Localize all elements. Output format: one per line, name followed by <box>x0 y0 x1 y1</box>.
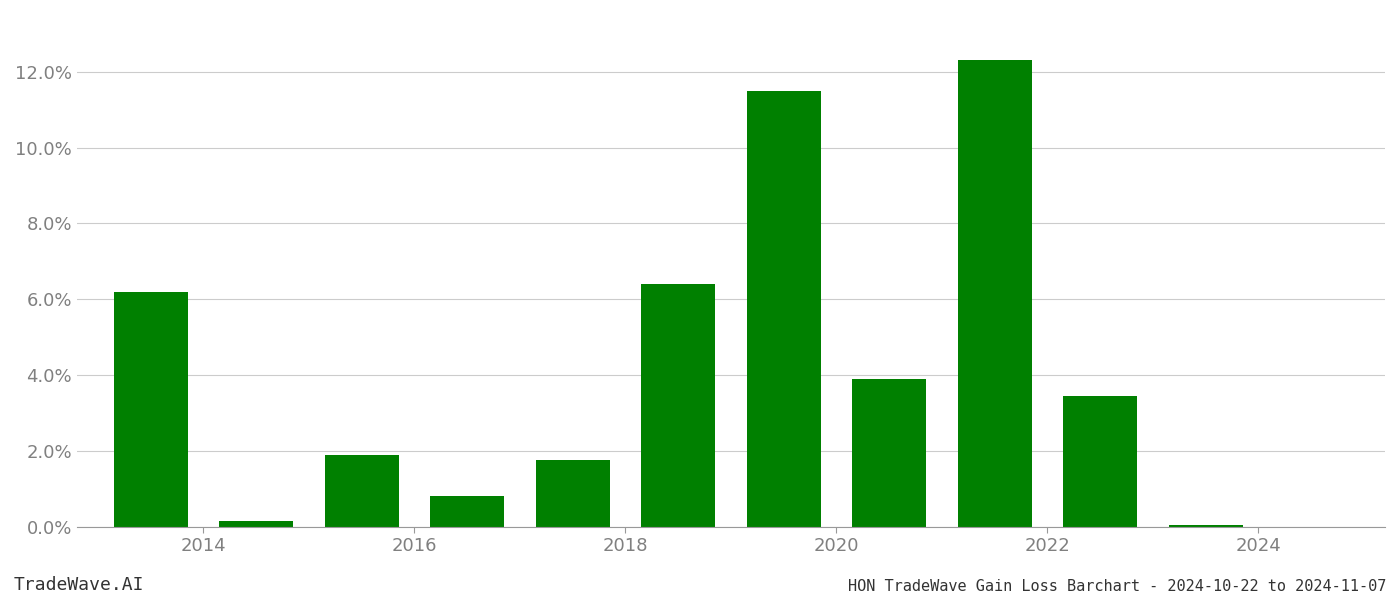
Text: HON TradeWave Gain Loss Barchart - 2024-10-22 to 2024-11-07: HON TradeWave Gain Loss Barchart - 2024-… <box>847 579 1386 594</box>
Bar <box>536 460 609 527</box>
Bar <box>220 521 293 527</box>
Bar <box>641 284 715 527</box>
Bar <box>958 61 1032 527</box>
Text: TradeWave.AI: TradeWave.AI <box>14 576 144 594</box>
Bar <box>746 91 820 527</box>
Bar <box>1169 524 1243 527</box>
Bar <box>325 455 399 527</box>
Bar <box>113 292 188 527</box>
Bar <box>1063 396 1137 527</box>
Bar <box>853 379 925 527</box>
Bar <box>430 496 504 527</box>
